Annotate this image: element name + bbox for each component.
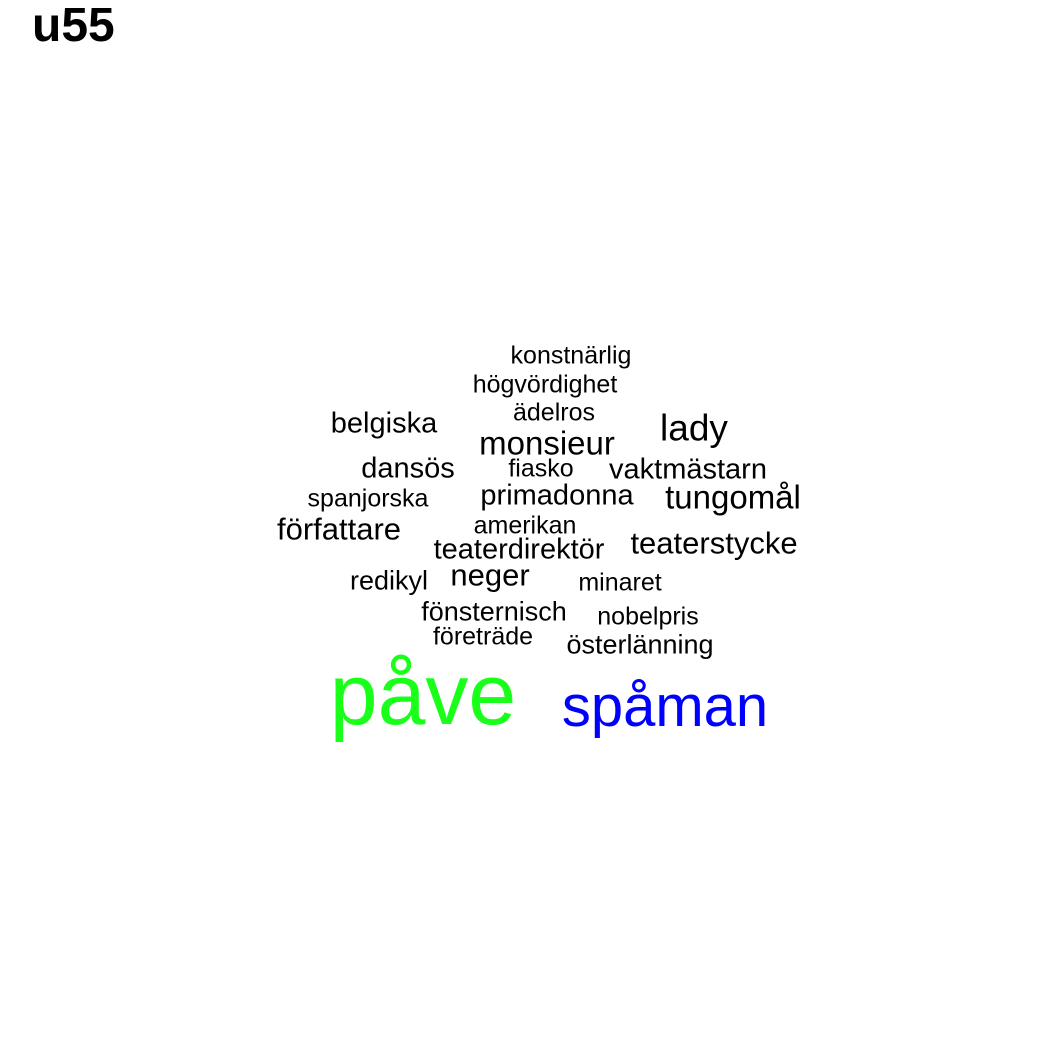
word-nobelpris: nobelpris (597, 602, 699, 631)
word-adelros: ädelros (513, 398, 595, 427)
word-osterlanning: österlänning (566, 629, 714, 660)
word-hogvordighet: högvördighet (472, 370, 618, 399)
word-teaterstycke: teaterstycke (630, 525, 798, 561)
word-lady: lady (660, 407, 728, 449)
word-forfattare: författare (276, 511, 402, 547)
word-redikyl: redikyl (349, 565, 429, 596)
word-neger: neger (450, 557, 530, 593)
word-fonsternisch: fönsternisch (421, 596, 567, 627)
word-pave: påve (329, 647, 517, 743)
word-monsieur: monsieur (479, 424, 615, 462)
word-teaterdirektor: teaterdirektör (433, 533, 605, 566)
word-konstnarlig: konstnärlig (510, 341, 632, 370)
word-primadonna: primadonna (480, 479, 634, 512)
word-belgiska: belgiska (330, 407, 438, 440)
word-foretrade: företräde (432, 622, 534, 651)
page-title: u55 (32, 0, 115, 52)
word-vaktmastarn: vaktmästarn (609, 453, 767, 486)
word-amerikan: amerikan (473, 511, 577, 540)
word-minaret: minaret (578, 568, 662, 597)
word-tungomal: tungomål (665, 478, 801, 516)
word-dansos: dansös (361, 452, 455, 485)
word-spaman: spåman (561, 674, 769, 739)
word-spanjorska: spanjorska (307, 484, 429, 513)
word-fiasko: fiasko (508, 454, 574, 483)
